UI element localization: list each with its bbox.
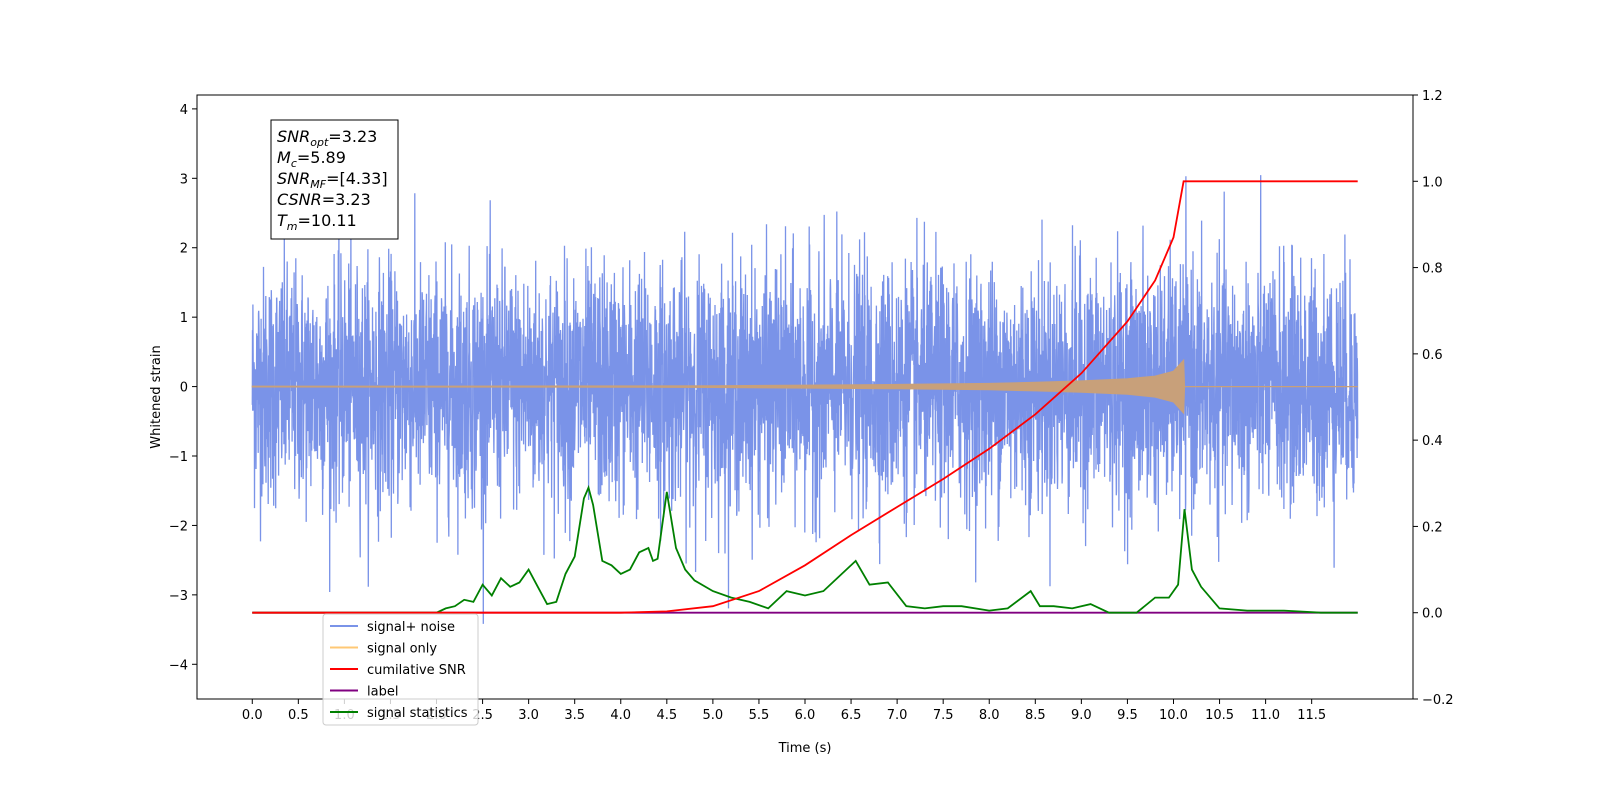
legend: signal+ noise signal only cumilative SNR la… xyxy=(322,613,479,726)
y-tick-label: −4 xyxy=(169,658,188,673)
x-tick-label: 9.0 xyxy=(1071,708,1092,723)
legend-label-signal-noise: signal+ noise xyxy=(367,620,455,635)
legend-label-signal-statistics: signal statistics xyxy=(367,706,468,721)
x-tick-label: 6.5 xyxy=(841,708,862,723)
annotation-line: SNRopt=3.23 xyxy=(277,127,377,149)
series-signal-only-chirp xyxy=(251,358,1358,415)
y-tick-label: 2 xyxy=(180,242,188,257)
x-axis-title: Time (s) xyxy=(778,741,832,756)
annotation-frame xyxy=(270,119,399,240)
x-tick-label: 9.5 xyxy=(1117,708,1138,723)
x-tick-label: 10.0 xyxy=(1159,708,1188,723)
y-axis-title: Whitened strain xyxy=(149,345,164,448)
x-tick-label: 8.5 xyxy=(1025,708,1046,723)
legend-label-signal-only: signal only xyxy=(367,642,437,657)
y2-tick-label: −0.2 xyxy=(1422,693,1454,708)
y-tick-label: 3 xyxy=(180,172,188,187)
x-tick-label: 8.0 xyxy=(979,708,1000,723)
y-axis-left: −4 −3 −2 −1 0 1 2 3 4 xyxy=(169,103,197,673)
x-tick-label: 5.5 xyxy=(749,708,770,723)
y2-tick-label: 0.0 xyxy=(1422,607,1443,622)
x-tick-label: 4.0 xyxy=(610,708,631,723)
y-axis-right: −0.2 0.0 0.2 0.4 0.6 0.8 1.0 1.2 xyxy=(1413,89,1454,708)
x-tick-label: 6.0 xyxy=(795,708,816,723)
legend-label-cumulative-snr: cumilative SNR xyxy=(367,663,466,678)
x-tick-label: 3.0 xyxy=(518,708,539,723)
y2-tick-label: 0.6 xyxy=(1422,348,1443,363)
legend-label-label: label xyxy=(367,685,398,700)
x-tick-label: 3.5 xyxy=(564,708,585,723)
x-tick-label: 10.5 xyxy=(1205,708,1234,723)
annotation-line: SNRMF=[4.33] xyxy=(277,169,388,191)
y-tick-label: 0 xyxy=(180,381,188,396)
annotation-line: Mc=5.89 xyxy=(277,148,346,170)
y2-tick-label: 0.8 xyxy=(1422,262,1443,277)
y-tick-label: 1 xyxy=(180,311,188,326)
x-tick-label: 7.5 xyxy=(933,708,954,723)
annotation-line: Tm=10.11 xyxy=(277,211,357,233)
y-tick-label: −3 xyxy=(169,589,188,604)
chart-marks xyxy=(251,175,1359,624)
y2-tick-label: 0.4 xyxy=(1422,434,1443,449)
x-tick-label: 0.0 xyxy=(242,708,263,723)
y-tick-label: −2 xyxy=(169,519,188,534)
y2-tick-label: 1.0 xyxy=(1422,175,1443,190)
x-tick-label: 11.5 xyxy=(1297,708,1326,723)
x-tick-label: 11.0 xyxy=(1251,708,1280,723)
y2-tick-label: 0.2 xyxy=(1422,520,1443,535)
x-tick-label: 0.5 xyxy=(288,708,309,723)
y-tick-label: −1 xyxy=(169,450,188,465)
legend-frame xyxy=(322,613,479,726)
series-cumulative-snr-line xyxy=(252,180,1358,614)
y-tick-label: 4 xyxy=(180,103,188,118)
series-signal-noise-line xyxy=(251,175,1359,624)
annotation-line: CSNR=3.23 xyxy=(277,190,371,209)
x-tick-label: 5.0 xyxy=(703,708,724,723)
x-tick-label: 4.5 xyxy=(656,708,677,723)
series-signal-statistics-line xyxy=(252,484,1358,614)
y2-tick-label: 1.2 xyxy=(1422,89,1443,104)
x-tick-label: 7.0 xyxy=(887,708,908,723)
